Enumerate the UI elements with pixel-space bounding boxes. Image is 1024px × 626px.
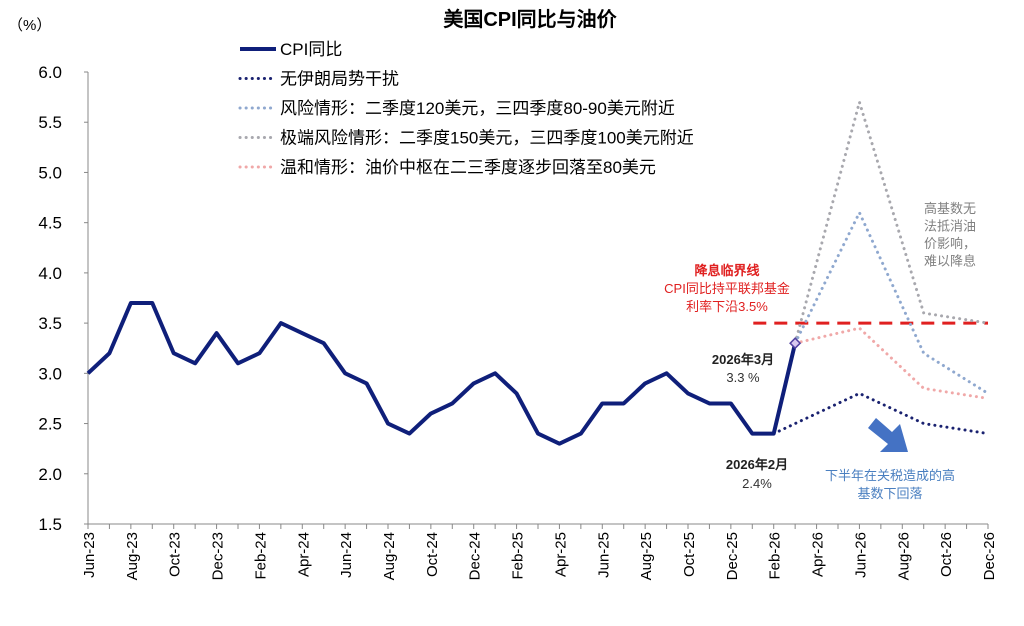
y-tick-label: 6.0 <box>38 63 62 82</box>
x-tick-label: Apr-25 <box>552 532 569 577</box>
x-tick-label: Jun-26 <box>852 532 869 578</box>
mar-26-marker <box>789 337 802 350</box>
x-tick-label: Jun-25 <box>595 532 612 578</box>
extreme-note-line: 法抵消油 <box>924 219 976 234</box>
x-tick-label: Apr-26 <box>810 532 827 577</box>
series-line-1 <box>772 391 990 436</box>
series-line-2 <box>793 209 990 395</box>
x-tick-label: Jun-23 <box>81 532 98 578</box>
feb-value: 2.4% <box>742 476 772 491</box>
y-tick-label: 3.5 <box>38 314 62 333</box>
x-tick-label: Aug-23 <box>124 532 141 580</box>
series-line-4 <box>793 326 990 400</box>
x-tick-label: Dec-25 <box>724 532 741 580</box>
x-tick-label: Dec-23 <box>210 532 227 580</box>
x-tick-label: Oct-26 <box>938 532 955 577</box>
x-tick-label: Dec-24 <box>467 532 484 580</box>
extreme-note-line: 难以降息 <box>924 254 976 269</box>
downtrend-note-line: 基数下回落 <box>857 486 922 501</box>
threshold-title: 降息临界线 <box>694 263 759 278</box>
mar-value: 3.3 % <box>726 370 760 385</box>
legend-label-3: 极端风险情形：二季度150美元，三四季度100美元附近 <box>280 129 694 148</box>
series-line-0 <box>86 301 798 446</box>
y-tick-label: 5.0 <box>38 163 62 182</box>
chart-title: 美国CPI同比与油价 <box>443 7 617 31</box>
x-tick-label: Feb-26 <box>767 532 784 580</box>
feb-label: 2026年2月 <box>726 457 788 472</box>
legend-label-0: CPI同比 <box>280 40 342 59</box>
y-axis-unit: （%） <box>8 17 51 34</box>
downtrend-note-line: 下半年在关税造成的高 <box>825 468 955 483</box>
x-tick-label: Feb-24 <box>252 532 269 580</box>
legend-label-2: 风险情形：二季度120美元，三四季度80-90美元附近 <box>280 99 675 118</box>
x-tick-label: Oct-23 <box>167 532 184 577</box>
x-tick-label: Jun-24 <box>338 532 355 578</box>
series-line-3 <box>793 96 990 345</box>
y-tick-label: 3.0 <box>38 364 62 383</box>
legend-label-4: 温和情形：油价中枢在二三季度逐步回落至80美元 <box>280 158 656 177</box>
y-tick-label: 2.0 <box>38 465 62 484</box>
y-tick-label: 4.5 <box>38 214 62 233</box>
x-tick-label: Aug-26 <box>895 532 912 580</box>
y-tick-label: 5.5 <box>38 113 62 132</box>
x-tick-label: Aug-24 <box>381 532 398 580</box>
x-tick-label: Oct-24 <box>424 532 441 577</box>
mar-label: 2026年3月 <box>712 352 774 367</box>
x-tick-label: Apr-24 <box>295 532 312 577</box>
x-tick-label: Feb-25 <box>510 532 527 580</box>
threshold-note-2: 利率下沿3.5% <box>686 299 768 314</box>
y-tick-label: 4.0 <box>38 264 62 283</box>
extreme-note-line: 价影响， <box>924 236 976 251</box>
threshold-note-1: CPI同比持平联邦基金 <box>664 281 790 296</box>
down-arrow-icon <box>868 418 908 452</box>
legend-label-1: 无伊朗局势干扰 <box>280 70 399 89</box>
y-tick-label: 2.5 <box>38 415 62 434</box>
x-tick-label: Dec-26 <box>981 532 998 580</box>
y-tick-label: 1.5 <box>38 515 62 534</box>
x-tick-label: Oct-25 <box>681 532 698 577</box>
extreme-note-line: 高基数无 <box>924 201 976 216</box>
x-tick-label: Aug-25 <box>638 532 655 580</box>
